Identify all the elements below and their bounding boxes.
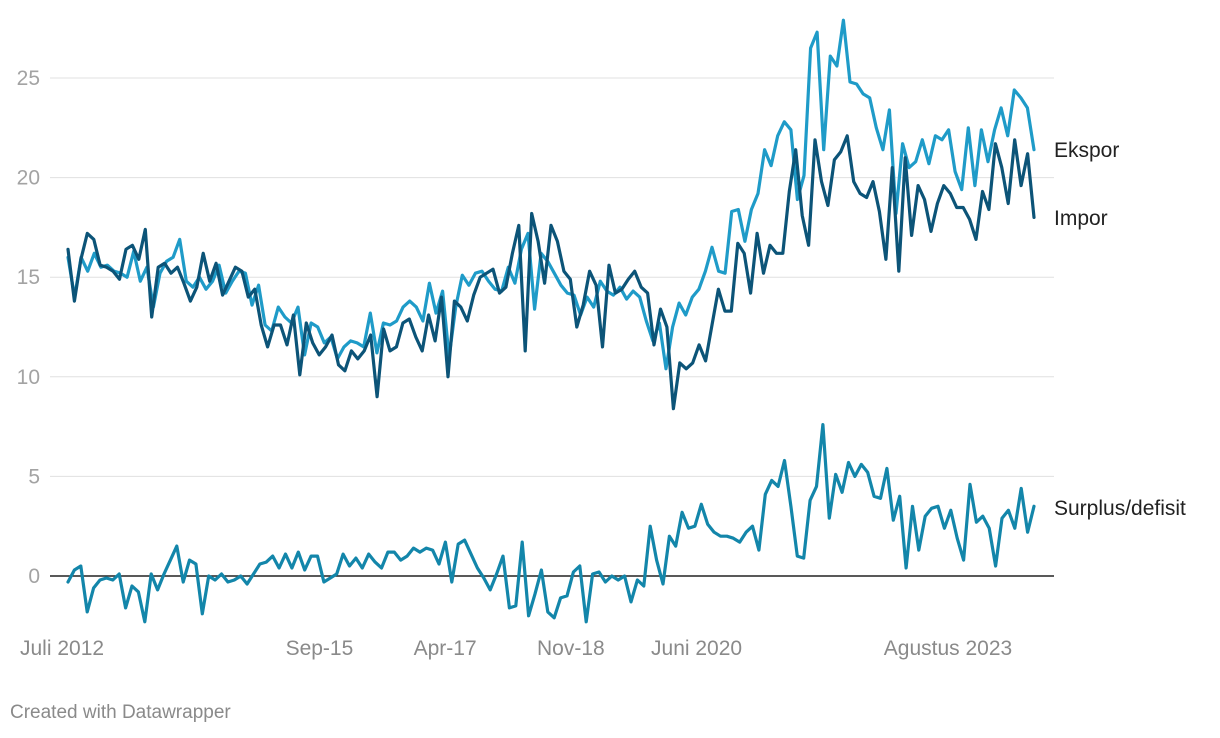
y-tick-label: 15 <box>17 266 40 289</box>
x-tick-label: Agustus 2023 <box>884 637 1012 660</box>
x-tick-label: Juni 2020 <box>651 637 742 660</box>
series-label: Ekspor <box>1054 139 1119 162</box>
series-line-impor <box>66 134 1036 411</box>
x-tick-label: Nov-18 <box>537 637 605 660</box>
series-label: Impor <box>1054 207 1108 230</box>
x-axis-ticks: Juli 2012 Sep-15 Apr-17 Nov-18 Juni 2020 Agus… <box>20 637 1012 660</box>
y-tick-label: 25 <box>17 67 40 90</box>
y-tick-label: 0 <box>28 565 40 588</box>
y-tick-label: 10 <box>17 366 40 389</box>
series-line-ekspor <box>66 18 1036 371</box>
y-tick-label: 20 <box>17 167 40 190</box>
x-tick-label: Apr-17 <box>414 637 477 660</box>
x-tick-label: Sep-15 <box>286 637 354 660</box>
y-tick-label: 5 <box>28 465 40 488</box>
series-lines <box>66 18 1036 624</box>
series-label: Surplus/defisit <box>1054 497 1186 520</box>
footer-credit: Created with Datawrapper <box>10 702 231 723</box>
x-tick-label: Juli 2012 <box>20 637 104 660</box>
series-line-surplus-defisit <box>66 423 1036 624</box>
series-labels: Ekspor Impor Surplus/defisit <box>1054 139 1186 520</box>
y-axis-ticks: 0 5 10 15 20 25 <box>17 67 40 588</box>
